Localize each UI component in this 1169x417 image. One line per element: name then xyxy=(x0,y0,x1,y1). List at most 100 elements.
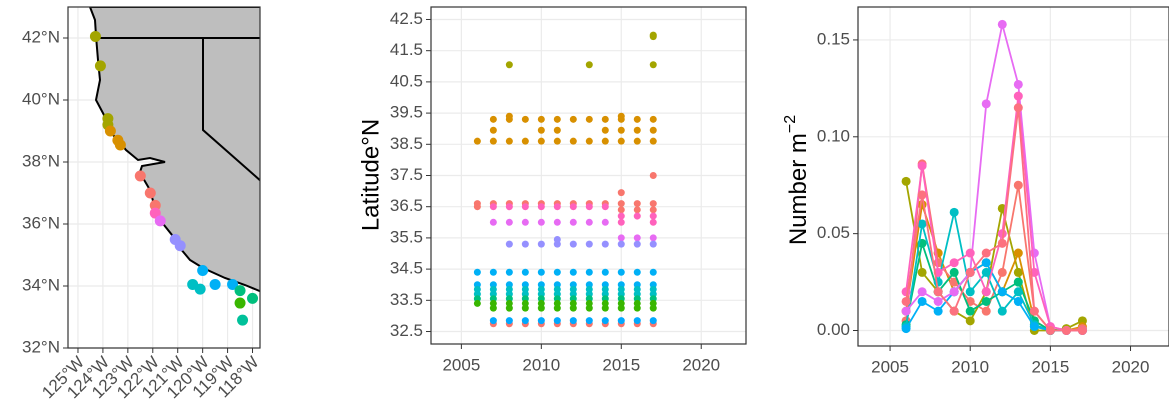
y-tick-label: 38.5 xyxy=(390,134,423,153)
point xyxy=(521,115,529,123)
point xyxy=(917,287,927,297)
point xyxy=(981,258,991,268)
point xyxy=(489,126,497,134)
point xyxy=(633,206,641,214)
point xyxy=(505,61,513,69)
point xyxy=(585,304,593,312)
point xyxy=(521,304,529,312)
y-tick-label: 32.5 xyxy=(390,321,423,340)
x-tick-label: 2010 xyxy=(522,355,560,374)
point xyxy=(1013,103,1023,113)
y-tick-label: 0.10 xyxy=(817,126,850,145)
y-tick-label: 40°N xyxy=(22,89,60,108)
point xyxy=(154,215,166,227)
point xyxy=(933,277,943,287)
point xyxy=(617,218,625,226)
point xyxy=(1013,296,1023,306)
point xyxy=(981,287,991,297)
point xyxy=(1013,267,1023,277)
point xyxy=(1061,326,1071,336)
y-axis-title-superscript: −2 xyxy=(782,115,799,133)
point xyxy=(489,115,497,123)
point xyxy=(553,126,561,134)
point xyxy=(649,268,657,276)
point xyxy=(649,218,657,226)
x-tick-label: 2010 xyxy=(951,357,989,376)
point xyxy=(949,306,959,316)
point xyxy=(601,203,609,211)
point xyxy=(569,137,577,145)
point xyxy=(601,304,609,312)
point xyxy=(649,33,657,41)
point xyxy=(94,60,106,72)
point xyxy=(617,126,625,134)
point xyxy=(949,287,959,297)
point xyxy=(537,304,545,312)
point xyxy=(617,240,625,248)
panel xyxy=(89,30,259,326)
point xyxy=(197,265,209,276)
point xyxy=(585,268,593,276)
point xyxy=(981,296,991,306)
point xyxy=(981,306,991,316)
x-tick-label: 2015 xyxy=(602,355,640,374)
point xyxy=(997,306,1007,316)
y-tick-label: 34°N xyxy=(22,275,60,294)
point xyxy=(569,304,577,312)
point xyxy=(933,287,943,297)
y-tick-label: 40.5 xyxy=(390,71,423,90)
point xyxy=(174,240,186,252)
y-tick-label: 33.5 xyxy=(390,290,423,309)
point xyxy=(585,115,593,123)
panel xyxy=(473,31,657,328)
y-tick-label: 36.5 xyxy=(390,196,423,215)
point xyxy=(901,296,911,306)
point xyxy=(553,268,561,276)
point xyxy=(247,292,259,304)
point xyxy=(633,317,641,325)
point xyxy=(633,304,641,312)
point xyxy=(537,203,545,211)
panel-border xyxy=(67,6,261,349)
point xyxy=(981,99,991,109)
point xyxy=(521,240,529,248)
point xyxy=(617,304,625,312)
x-tick-label: 2015 xyxy=(1031,357,1069,376)
point xyxy=(489,203,497,211)
y-axis-title: Latitude°N xyxy=(357,119,384,231)
point xyxy=(585,218,593,226)
x-tick-label: 2005 xyxy=(871,357,909,376)
point xyxy=(1077,326,1087,336)
y-tick-label: 0.00 xyxy=(817,320,850,339)
point xyxy=(234,285,246,297)
point xyxy=(114,139,126,151)
point xyxy=(649,206,657,214)
panel xyxy=(901,19,1087,336)
point xyxy=(489,268,497,276)
point xyxy=(585,61,593,69)
point xyxy=(997,19,1007,29)
point xyxy=(209,278,221,290)
point xyxy=(917,219,927,229)
point xyxy=(965,248,975,258)
point xyxy=(489,304,497,312)
point xyxy=(633,115,641,123)
point xyxy=(617,212,625,220)
point xyxy=(917,267,927,277)
y-axis-title-text: Number m xyxy=(785,133,812,245)
point xyxy=(585,137,593,145)
point xyxy=(997,287,1007,297)
point xyxy=(617,234,625,242)
point xyxy=(569,268,577,276)
point xyxy=(601,218,609,226)
point xyxy=(601,240,609,248)
point xyxy=(617,189,625,197)
point xyxy=(617,200,625,208)
point xyxy=(489,137,497,145)
point xyxy=(633,240,641,248)
point xyxy=(901,324,911,334)
point xyxy=(601,126,609,134)
point xyxy=(521,218,529,226)
point xyxy=(585,317,593,325)
point xyxy=(601,317,609,325)
